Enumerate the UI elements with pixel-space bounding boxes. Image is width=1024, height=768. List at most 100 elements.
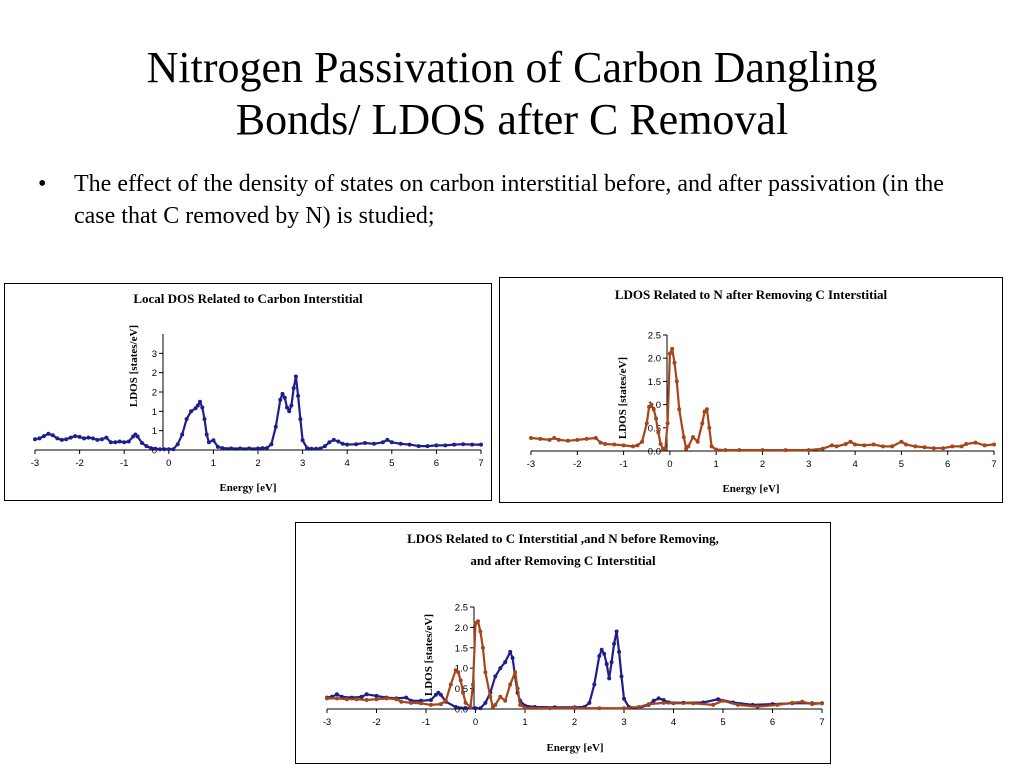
x-tick-label: 5 xyxy=(720,717,725,728)
data-point-carbon xyxy=(117,439,122,444)
data-point-carbon xyxy=(166,447,171,452)
data-point-nitrogen xyxy=(566,438,570,443)
data-point-nitrogen xyxy=(483,670,488,675)
data-point-nitrogen xyxy=(723,448,728,453)
data-point-carbon xyxy=(162,447,167,452)
data-point-carbon xyxy=(331,437,336,442)
data-point-carbon xyxy=(198,399,202,404)
slide-title-line-2: Bonds/ LDOS after C Removal xyxy=(235,95,789,144)
data-point-carbon xyxy=(612,641,617,646)
y-tick-label: 0.0 xyxy=(455,705,468,716)
y-tick-label: 1 xyxy=(152,426,157,437)
data-point-nitrogen xyxy=(721,698,725,703)
data-point-nitrogen xyxy=(654,416,658,421)
data-point-carbon xyxy=(398,441,403,446)
data-point-carbon xyxy=(498,666,503,671)
data-point-carbon xyxy=(175,442,180,447)
data-point-nitrogen xyxy=(709,444,714,449)
data-point-carbon xyxy=(359,694,364,699)
data-point-nitrogen xyxy=(714,447,719,452)
data-point-nitrogen xyxy=(518,702,523,707)
data-point-nitrogen xyxy=(547,437,552,442)
data-point-carbon xyxy=(99,437,104,442)
data-point-carbon xyxy=(345,442,350,447)
data-point-carbon xyxy=(478,706,483,711)
data-point-carbon xyxy=(470,442,475,447)
x-tick-label: 3 xyxy=(300,458,305,469)
data-point-nitrogen xyxy=(959,444,964,449)
data-point-nitrogen xyxy=(982,443,987,448)
data-point-nitrogen xyxy=(848,439,853,444)
data-point-carbon xyxy=(483,700,488,705)
x-tick-label: -3 xyxy=(31,458,39,469)
x-tick-label: -2 xyxy=(372,717,380,728)
data-point-nitrogen xyxy=(670,346,675,351)
x-tick-label: 4 xyxy=(852,459,857,470)
data-point-nitrogen xyxy=(775,702,780,707)
data-point-carbon xyxy=(510,656,515,660)
data-point-nitrogen xyxy=(448,682,453,687)
bullet-mark: • xyxy=(38,171,47,197)
data-point-carbon xyxy=(453,705,458,709)
data-point-nitrogen xyxy=(651,407,656,412)
data-point-nitrogen xyxy=(880,444,885,449)
x-axis-label: Energy [eV] xyxy=(219,482,276,494)
data-point-carbon xyxy=(200,405,205,410)
x-tick-label: 6 xyxy=(945,459,950,470)
data-point-carbon xyxy=(287,409,292,414)
data-point-nitrogen xyxy=(515,686,520,691)
y-tick-label: 2 xyxy=(152,368,157,379)
series-line-nitrogen xyxy=(327,620,823,710)
chart-svg-1: Local DOS Related to Carbon Interstitial… xyxy=(31,291,484,494)
data-point-nitrogen xyxy=(399,699,404,704)
x-tick-label: 7 xyxy=(991,459,996,470)
data-point-carbon xyxy=(479,442,483,447)
data-point-nitrogen xyxy=(529,436,533,440)
y-tick-label: 1.0 xyxy=(455,664,468,675)
data-point-carbon xyxy=(157,447,162,452)
data-point-carbon xyxy=(273,424,278,429)
data-point-carbon xyxy=(285,405,289,410)
data-point-nitrogen xyxy=(658,442,663,446)
x-tick-label: 1 xyxy=(714,459,719,470)
data-point-nitrogen xyxy=(621,443,626,448)
data-point-nitrogen xyxy=(843,442,848,446)
data-point-nitrogen xyxy=(498,694,503,699)
data-point-nitrogen xyxy=(480,645,485,650)
data-point-carbon xyxy=(215,444,220,449)
data-point-carbon xyxy=(407,442,412,447)
data-point-carbon xyxy=(599,647,604,652)
data-point-carbon xyxy=(41,434,46,439)
data-point-nitrogen xyxy=(707,425,712,430)
data-point-carbon xyxy=(189,409,194,414)
data-point-carbon xyxy=(619,674,624,679)
data-point-carbon xyxy=(416,444,421,449)
data-point-nitrogen xyxy=(572,706,577,711)
x-tick-label: 2 xyxy=(572,717,577,728)
data-point-carbon xyxy=(354,442,359,447)
data-point-nitrogen xyxy=(681,435,686,440)
data-point-nitrogen xyxy=(493,702,498,707)
x-tick-label: -1 xyxy=(619,459,627,470)
data-point-nitrogen xyxy=(584,436,589,441)
data-point-nitrogen xyxy=(523,705,527,710)
data-point-carbon xyxy=(238,446,243,451)
data-point-nitrogen xyxy=(735,702,740,707)
y-tick-label: 1.5 xyxy=(648,377,661,388)
y-tick-label: 0.5 xyxy=(648,423,661,434)
chart-title: LDOS Related to N after Removing C Inter… xyxy=(615,287,888,302)
x-tick-label: -2 xyxy=(75,458,83,469)
data-point-carbon xyxy=(389,440,394,445)
y-tick-label: 2.5 xyxy=(648,331,661,342)
data-point-nitrogen xyxy=(665,421,670,426)
data-point-carbon xyxy=(604,662,609,667)
data-point-carbon xyxy=(280,391,285,396)
data-point-carbon xyxy=(291,386,296,391)
data-point-nitrogen xyxy=(364,698,369,702)
x-tick-label: 4 xyxy=(671,717,676,728)
data-point-nitrogen xyxy=(890,444,895,449)
data-point-nitrogen xyxy=(704,407,709,412)
data-point-nitrogen xyxy=(800,699,805,704)
y-tick-label: 2.0 xyxy=(455,623,468,634)
x-tick-label: 0 xyxy=(166,458,171,469)
